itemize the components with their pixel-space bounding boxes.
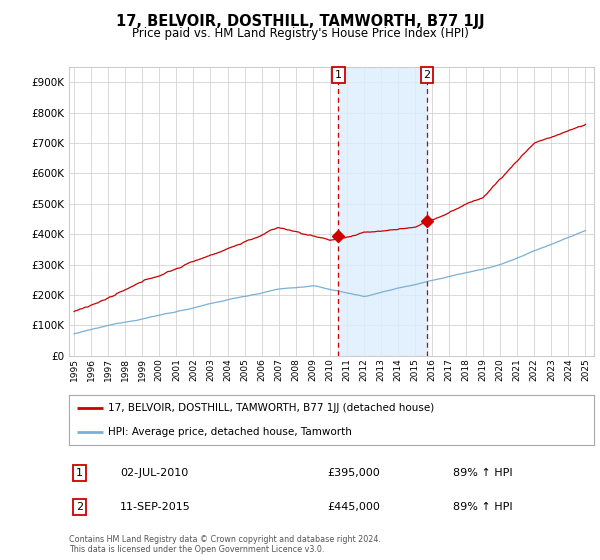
Text: £395,000: £395,000 [327, 468, 380, 478]
Text: 2: 2 [424, 70, 431, 80]
Text: 89% ↑ HPI: 89% ↑ HPI [453, 468, 512, 478]
Text: 17, BELVOIR, DOSTHILL, TAMWORTH, B77 1JJ: 17, BELVOIR, DOSTHILL, TAMWORTH, B77 1JJ [116, 14, 484, 29]
Text: HPI: Average price, detached house, Tamworth: HPI: Average price, detached house, Tamw… [109, 427, 352, 437]
Text: 1: 1 [335, 70, 342, 80]
Text: 2: 2 [76, 502, 83, 512]
Text: 1: 1 [76, 468, 83, 478]
Bar [338, 67, 427, 356]
Text: 02-JUL-2010: 02-JUL-2010 [120, 468, 188, 478]
Text: Price paid vs. HM Land Registry's House Price Index (HPI): Price paid vs. HM Land Registry's House … [131, 27, 469, 40]
Text: 11-SEP-2015: 11-SEP-2015 [120, 502, 191, 512]
Text: Contains HM Land Registry data © Crown copyright and database right 2024.
This d: Contains HM Land Registry data © Crown c… [69, 535, 381, 554]
Text: 17, BELVOIR, DOSTHILL, TAMWORTH, B77 1JJ (detached house): 17, BELVOIR, DOSTHILL, TAMWORTH, B77 1JJ… [109, 403, 434, 413]
Text: 89% ↑ HPI: 89% ↑ HPI [453, 502, 512, 512]
Text: £445,000: £445,000 [327, 502, 380, 512]
